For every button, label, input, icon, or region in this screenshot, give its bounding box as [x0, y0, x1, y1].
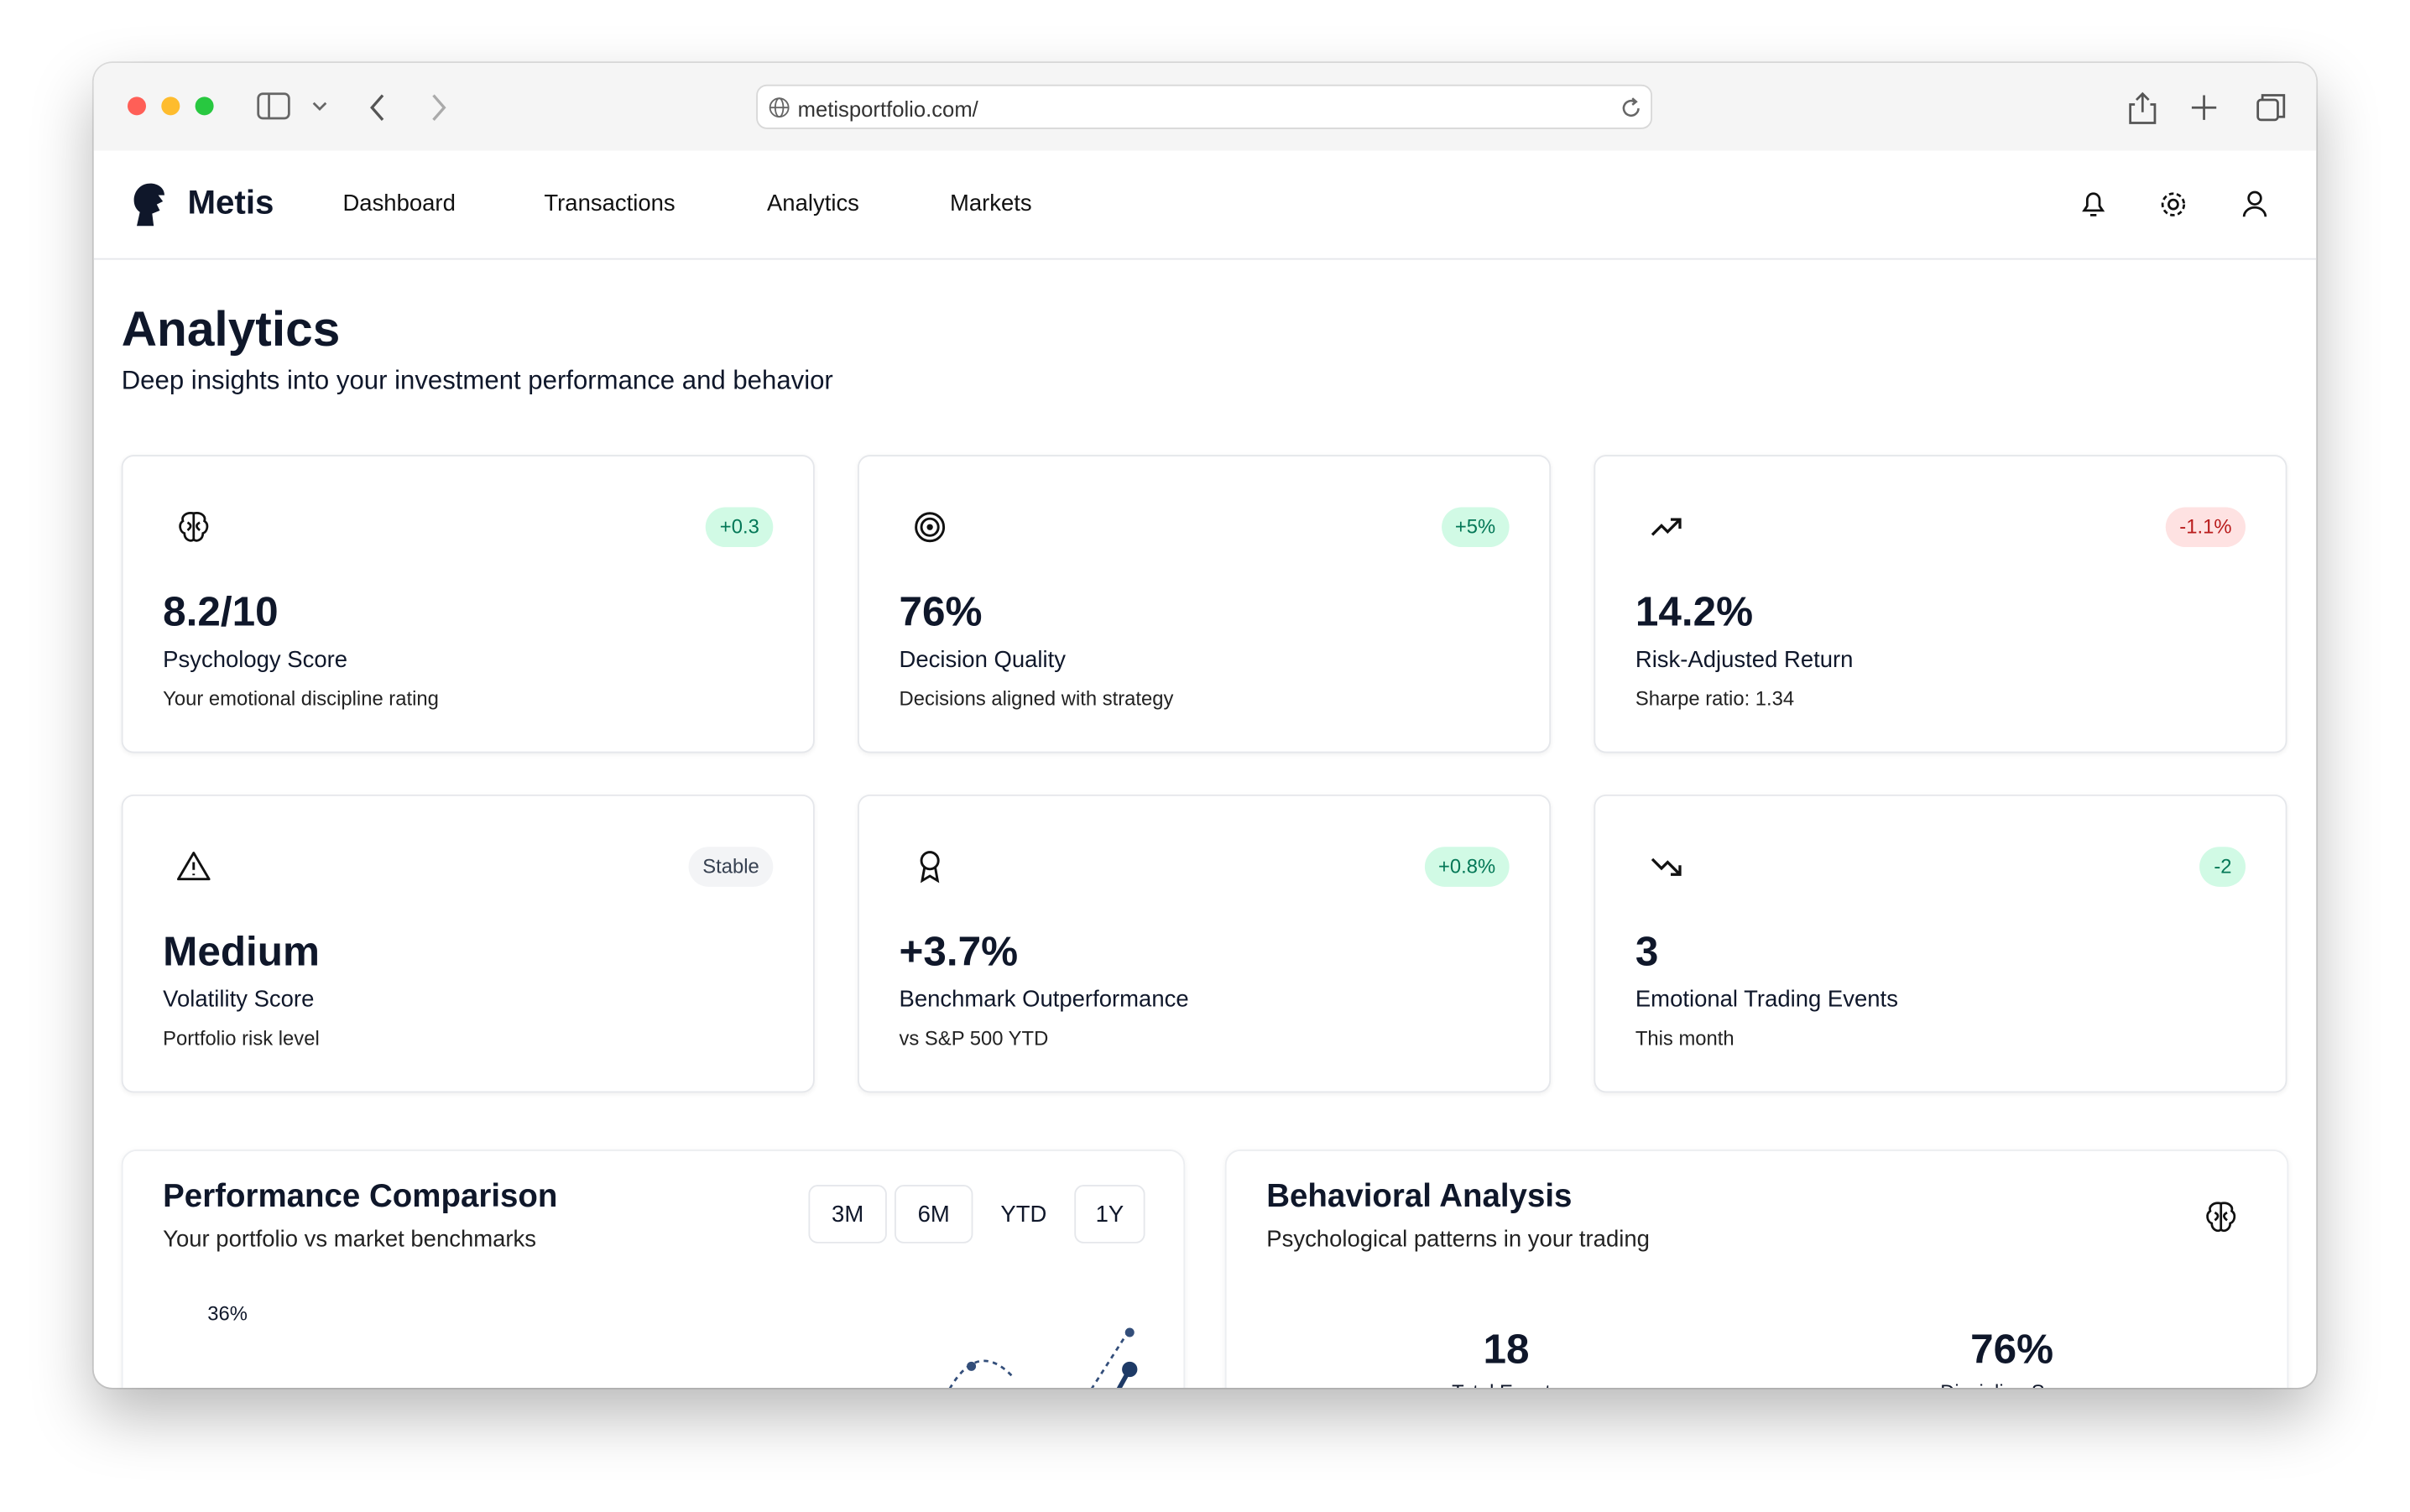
panel-title: Performance Comparison	[163, 1178, 558, 1214]
icon	[179, 512, 209, 542]
icon	[915, 512, 946, 543]
address-bar[interactable]: metisportfolio.com/	[756, 84, 1653, 129]
window-actions[interactable]	[2122, 87, 2291, 128]
stat: 76% Discipline Score	[1858, 1327, 2165, 1388]
range-button[interactable]: 1Y	[1074, 1185, 1145, 1243]
metric-description: Decisions aligned with strategy	[899, 686, 1174, 711]
stat: 18 Total Events	[1353, 1327, 1660, 1388]
metric-value: 76%	[899, 588, 983, 635]
page-subtitle: Deep insights into your investment perfo…	[121, 365, 833, 395]
metric-label: Decision Quality	[899, 647, 1067, 674]
stat-label: Discipline Score	[1858, 1380, 2165, 1388]
history-buttons[interactable]	[364, 91, 456, 124]
change-badge: +5%	[1441, 507, 1510, 548]
stat-value: 18	[1483, 1326, 1530, 1373]
metric-card: +5% 76% Decision Quality Decisions aligned …	[858, 455, 1552, 753]
chart-fragment	[948, 1327, 1138, 1388]
change-badge: +0.8%	[1424, 847, 1510, 887]
card-icon	[1648, 508, 1685, 545]
change-badge: +0.3	[706, 507, 774, 548]
card-icon	[911, 508, 948, 545]
metric-description: Your emotional discipline rating	[163, 686, 439, 711]
panel-subtitle: Your portfolio vs market benchmarks	[163, 1226, 537, 1253]
panel-subtitle: Psychological patterns in your trading	[1266, 1226, 1650, 1253]
axis-label: 36%	[207, 1301, 248, 1325]
range-button[interactable]: YTD	[1000, 1202, 1047, 1228]
brand[interactable]: Metis	[187, 182, 274, 222]
metric-card: -1.1% 14.2% Risk-Adjusted Return Sharpe rat…	[1594, 455, 2287, 753]
card-icon	[175, 848, 212, 885]
globe-icon	[769, 97, 790, 118]
nav-icons[interactable]	[2077, 187, 2277, 221]
metric-value: +3.7%	[899, 928, 1019, 975]
sidebar-toggle[interactable]	[257, 91, 334, 124]
zoom-button[interactable]	[195, 96, 214, 116]
page-title: Analytics	[121, 300, 341, 357]
metric-card: +0.8% +3.7% Benchmark Outperformance vs S&P…	[858, 794, 1552, 1093]
card-icon	[911, 848, 948, 885]
url: metisportfolio.com/	[797, 96, 978, 122]
metric-description: vs S&P 500 YTD	[899, 1026, 1049, 1051]
behavior-panel: Behavioral Analysis Psychological patter…	[1224, 1150, 2289, 1388]
icon	[1651, 858, 1682, 876]
app-nav: Metis Dashboard Transactions Analytics Mark…	[93, 150, 2317, 260]
browser-window: metisportfolio.com/ Metis Dashboard Trans…	[93, 63, 2317, 1388]
metric-value: Medium	[163, 928, 321, 975]
metric-description: This month	[1635, 1026, 1734, 1051]
stat-value: 76%	[1970, 1326, 2054, 1373]
change-badge: -2	[2199, 847, 2246, 887]
card-icon	[1648, 848, 1685, 885]
icon	[1651, 518, 1682, 536]
metric-card: +0.3 8.2/10 Psychology Score Your emotional…	[121, 455, 815, 753]
metric-label: Benchmark Outperformance	[899, 986, 1189, 1014]
metric-description: Sharpe ratio: 1.34	[1635, 686, 1795, 711]
metric-label: Risk-Adjusted Return	[1635, 647, 1854, 674]
card-icon	[175, 508, 212, 545]
nav-link[interactable]: Analytics	[766, 190, 859, 217]
metric-label: Volatility Score	[163, 986, 315, 1014]
browser-toolbar: metisportfolio.com/	[93, 63, 2317, 153]
metric-card: Stable Medium Volatility Score Portfolio ri…	[121, 794, 815, 1093]
nav-link[interactable]: Markets	[949, 190, 1032, 217]
icon	[920, 851, 940, 884]
change-badge: -1.1%	[2165, 507, 2246, 548]
range-button[interactable]: 3M	[808, 1185, 887, 1243]
close-button[interactable]	[128, 96, 147, 116]
performance-panel: Performance Comparison Your portfolio vs…	[121, 1150, 1186, 1388]
panel-title: Behavioral Analysis	[1266, 1178, 1573, 1214]
brain-icon	[2206, 1202, 2236, 1233]
stat-label: Total Events	[1353, 1380, 1660, 1388]
metric-value: 14.2%	[1635, 588, 1754, 635]
minimize-button[interactable]	[161, 96, 180, 116]
logo	[133, 183, 164, 227]
range-button[interactable]: 6M	[895, 1185, 973, 1243]
metric-value: 8.2/10	[163, 588, 279, 635]
metric-card: -2 3 Emotional Trading Events This month	[1594, 794, 2287, 1093]
reload-icon[interactable]	[1620, 96, 1643, 119]
metric-description: Portfolio risk level	[163, 1026, 320, 1051]
metric-label: Emotional Trading Events	[1635, 986, 1898, 1014]
metric-value: 3	[1635, 928, 1659, 975]
nav-link[interactable]: Transactions	[544, 190, 676, 217]
icon	[177, 852, 211, 881]
metric-label: Psychology Score	[163, 647, 348, 674]
nav-link[interactable]: Dashboard	[342, 190, 456, 217]
change-badge: Stable	[688, 847, 774, 887]
